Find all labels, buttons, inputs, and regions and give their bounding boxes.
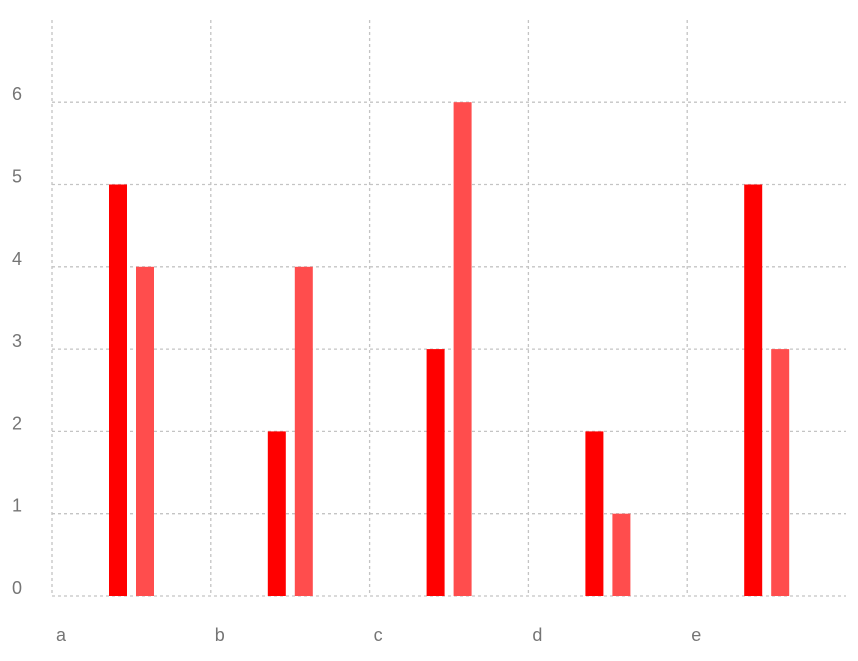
bars — [109, 102, 790, 596]
grid — [51, 20, 846, 597]
x-tick-label: b — [215, 625, 225, 645]
y-tick-label: 4 — [12, 249, 22, 269]
x-tick-label: d — [532, 625, 542, 645]
y-tick-label: 5 — [12, 167, 22, 187]
y-tick-label: 6 — [12, 84, 22, 104]
bar-series-1-c — [426, 349, 445, 596]
y-tick-label: 2 — [12, 413, 22, 433]
y-tick-label: 3 — [12, 331, 22, 351]
x-tick-label: c — [374, 625, 383, 645]
x-tick-label: e — [691, 625, 701, 645]
y-tick-label: 1 — [12, 496, 22, 516]
bar-series-1-e — [744, 184, 763, 596]
x-tick-label: a — [56, 625, 67, 645]
y-tick-label: 0 — [12, 578, 22, 598]
bar-series-2-d — [612, 513, 631, 596]
bar-series-2-e — [771, 349, 790, 596]
bar-series-1-b — [267, 431, 286, 596]
bar-series-1-d — [585, 431, 604, 596]
bar-series-2-c — [453, 102, 472, 596]
bar-series-1-a — [109, 184, 127, 596]
bar-series-2-b — [294, 266, 313, 596]
bar-series-2-a — [136, 266, 154, 596]
tick-labels: 0 1 2 3 4 5 6 a b c d e — [12, 84, 701, 645]
